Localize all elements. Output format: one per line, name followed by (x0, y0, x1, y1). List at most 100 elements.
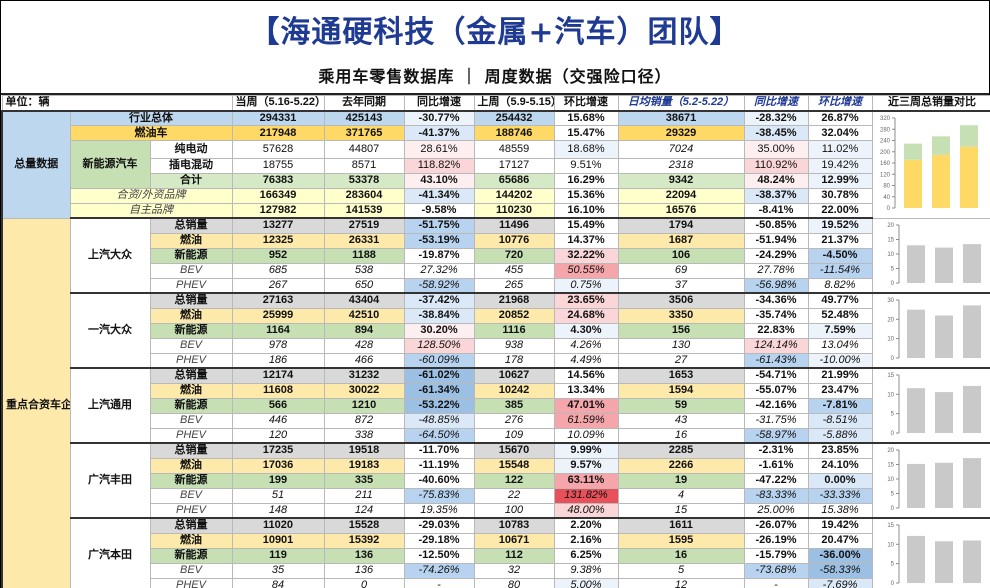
title-band: 【海通硬科技（金属+汽车）团队】 (1, 1, 989, 57)
table-row: 上汽通用 总销量 12174 31232 -61.02% 10627 14.56… (2, 367, 990, 444)
table-row: 燃油 12325 26331 -53.19% 10776 14.37% 1687… (2, 232, 990, 249)
table-row: 插电混动 18755 8571 118.82% 17127 9.51% 2318… (2, 157, 990, 174)
cell-cur: 186 (231, 352, 325, 369)
cell-pw: 720 (473, 247, 555, 264)
cell-cur: 1164 (231, 322, 325, 339)
svg-text:240: 240 (879, 138, 890, 144)
cell-wow2: 12.99% (807, 172, 873, 189)
cell-yoy2: -55.07% (743, 382, 809, 399)
cell-ly: 283604 (323, 187, 405, 204)
row-label-bev: BEV (149, 337, 233, 354)
cell-ly: 466 (323, 352, 405, 369)
cell-yoy: -53.22% (403, 397, 475, 414)
cell-pw: 100 (473, 502, 555, 519)
cell-pw: 178 (473, 352, 555, 369)
subtitle-band: 乘用车零售数据库 ｜ 周度数据（交强险口径） (1, 57, 989, 95)
cell-ly: 124 (323, 502, 405, 519)
row-label-bev: BEV (149, 562, 233, 579)
table-row: 燃油 25999 42510 -38.84% 20852 24.68% 3350… (2, 307, 990, 324)
cell-wow: 9.57% (553, 457, 619, 474)
row-label-fuel: 燃油车 (69, 125, 233, 141)
cell-wow: 32.22% (553, 247, 619, 264)
cell-ly: 15528 (323, 517, 405, 534)
svg-text:0: 0 (890, 281, 894, 287)
page-title: 【海通硬科技（金属+汽车）团队】 (249, 15, 741, 50)
row-label-total-sales: 总销量 (149, 367, 233, 384)
col-wow2: 环比增速 (807, 95, 873, 111)
cell-avg: 19 (617, 472, 745, 489)
cell-cur: 566 (231, 397, 325, 414)
cell-ly: 27519 (323, 217, 405, 234)
cell-cur: 294331 (231, 109, 325, 126)
col-last-year: 去年同期 (323, 95, 405, 111)
cell-cur: 446 (231, 412, 325, 429)
cell-yoy: -40.60% (403, 472, 475, 489)
cell-wow2: -33.33% (807, 487, 873, 504)
svg-text:280: 280 (879, 127, 890, 133)
cell-ly: 335 (323, 472, 405, 489)
cell-cur: 952 (231, 247, 325, 264)
cell-cur: 148 (231, 502, 325, 519)
row-label-total-sales: 总销量 (149, 517, 233, 534)
row-label-fuel: 燃油 (149, 532, 233, 549)
svg-text:15: 15 (887, 463, 894, 469)
cell-yoy2: -54.71% (743, 367, 809, 384)
row-label-joint-brand: 合资/外资品牌 (69, 187, 233, 204)
entity-label-sgm: 上汽通用 (69, 367, 151, 444)
cell-wow2: 22.00% (807, 202, 873, 219)
cell-avg: 15 (617, 502, 745, 519)
cell-cur: 84 (231, 577, 325, 588)
row-label-fuel: 燃油 (149, 232, 233, 249)
cell-avg: 16576 (617, 202, 745, 219)
cell-avg: 2318 (617, 157, 745, 174)
cell-avg: 38671 (617, 109, 745, 126)
col-prev-week: 上周（5.9-5.15） (473, 95, 555, 111)
cell-cur: 17235 (231, 442, 325, 459)
cell-ly: 44807 (323, 140, 405, 159)
entity-label-gac-honda: 广汽本田 (69, 517, 151, 588)
cell-pw: 385 (473, 397, 555, 414)
cell-yoy2: -58.97% (743, 427, 809, 444)
row-label-nev: 新能源 (149, 547, 233, 564)
svg-text:15: 15 (887, 523, 894, 529)
cell-ly: 428 (323, 337, 405, 354)
table-row: 新能源 119 136 -12.50% 112 6.25% 16 -15.79%… (2, 547, 990, 564)
table-row: 新能源 1164 894 30.20% 1116 4.30% 156 22.83… (2, 322, 990, 339)
row-label-nev: 新能源汽车 (69, 140, 151, 189)
cell-pw: 15670 (473, 442, 555, 459)
cell-yoy2: 27.78% (743, 262, 809, 279)
cell-avg: 1687 (617, 232, 745, 249)
cell-yoy2: -34.36% (743, 292, 809, 309)
cell-pw: 48559 (473, 140, 555, 159)
cell-yoy2: -26.07% (743, 517, 809, 534)
cell-pw: 188746 (473, 125, 555, 141)
cell-wow2: -7.69% (807, 577, 873, 588)
cell-cur: 11020 (231, 517, 325, 534)
cell-yoy2: -24.29% (743, 247, 809, 264)
svg-text:0: 0 (890, 356, 894, 362)
cell-pw: 17127 (473, 157, 555, 174)
cell-yoy: -64.50% (403, 427, 475, 444)
row-label-phev: 插电混动 (149, 157, 233, 174)
svg-text:10: 10 (887, 543, 894, 549)
cell-ly: 15392 (323, 532, 405, 549)
row-label-total-sales: 总销量 (149, 442, 233, 459)
cell-ly: 30022 (323, 382, 405, 399)
col-yoy2: 同比增速 (743, 95, 809, 111)
cell-pw: 22 (473, 487, 555, 504)
cell-avg: 2285 (617, 442, 745, 459)
svg-text:40: 40 (883, 194, 890, 200)
cell-avg: 69 (617, 262, 745, 279)
cell-wow: 47.01% (553, 397, 619, 414)
cell-wow: 15.68% (553, 109, 619, 126)
cell-wow2: -5.88% (807, 427, 873, 444)
svg-text:120: 120 (879, 172, 890, 178)
row-label-phev: PHEV (149, 352, 233, 369)
row-label-bev: 纯电动 (149, 140, 233, 159)
cell-ly: 894 (323, 322, 405, 339)
cell-wow2: 23.47% (807, 382, 873, 399)
cell-avg: 130 (617, 337, 745, 354)
cell-yoy2: -31.75% (743, 412, 809, 429)
cell-cur: 12174 (231, 367, 325, 384)
